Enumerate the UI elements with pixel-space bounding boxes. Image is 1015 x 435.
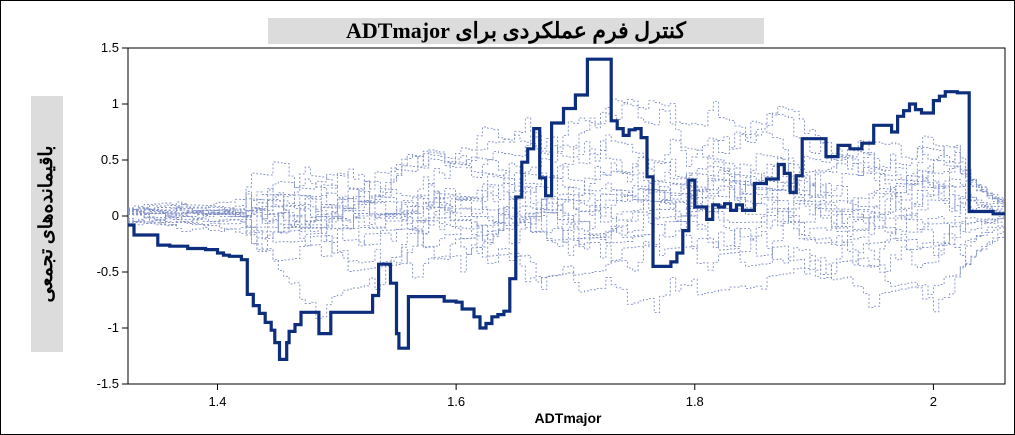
y-tick-label: -1.5 xyxy=(97,376,119,391)
observed-series-line xyxy=(128,57,1005,361)
title-background xyxy=(268,18,764,44)
simulated-path xyxy=(128,117,1004,218)
y-axis: 1.5 1 0.5 0 -0.5 -1 -1.5 xyxy=(97,40,128,391)
x-tick-label: 1.6 xyxy=(447,394,465,409)
chart-title: کنترل فرم عملکردی برای ADTmajor xyxy=(345,18,687,43)
simulated-path xyxy=(128,157,1004,256)
y-tick-label: 1 xyxy=(112,96,119,111)
simulated-path xyxy=(128,155,1004,246)
simulated-path xyxy=(128,163,1004,256)
simulated-path xyxy=(128,179,1004,245)
y-axis-label-background xyxy=(31,96,63,352)
simulated-path xyxy=(128,157,1004,268)
simulated-path xyxy=(128,131,1004,241)
simulated-path xyxy=(128,218,1004,319)
simulated-path xyxy=(128,165,1004,239)
x-tick-label: 1.4 xyxy=(208,394,226,409)
y-tick-label: 1.5 xyxy=(101,40,119,55)
simulated-path xyxy=(128,135,1004,230)
y-tick-label: -1 xyxy=(107,320,119,335)
simulated-path xyxy=(128,180,1004,279)
plot-area xyxy=(127,47,1006,385)
simulated-paths xyxy=(128,98,1004,319)
simulated-path xyxy=(128,98,1004,222)
y-tick-label: 0 xyxy=(112,208,119,223)
x-tick-label: 2 xyxy=(930,394,937,409)
observed-path xyxy=(128,57,1005,361)
simulated-path xyxy=(128,180,1004,314)
x-axis: 1.4 1.6 1.8 2 xyxy=(208,384,937,409)
simulated-path xyxy=(128,162,1004,264)
y-tick-label: 0.5 xyxy=(101,152,119,167)
y-tick-label: -0.5 xyxy=(97,264,119,279)
x-tick-label: 1.8 xyxy=(686,394,704,409)
simulated-path xyxy=(128,98,1004,313)
x-axis-label: ADTmajor xyxy=(534,410,602,426)
simulated-path xyxy=(128,188,1004,265)
simulated-path xyxy=(128,173,1004,257)
simulated-path xyxy=(128,162,1004,250)
